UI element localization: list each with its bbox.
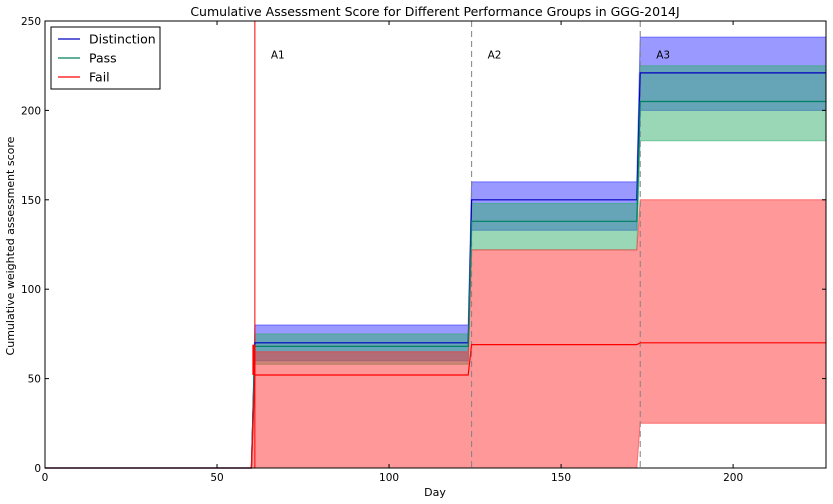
legend-label-pass: Pass [89,51,117,66]
line-fail [45,342,826,469]
assessment-label-a3: A3 [656,50,670,62]
assessment-lines: A1 A2 A3 [254,21,670,468]
x-tick-label: 50 [210,472,223,484]
x-axis: 0 50 100 150 200 [42,21,743,484]
y-tick-label: 0 [34,463,41,475]
x-axis-label: Day [424,486,446,499]
x-tick-label: 0 [42,472,49,484]
chart-title: Cumulative Assessment Score for Differen… [190,4,679,19]
y-tick-label: 100 [21,284,41,296]
legend-label-distinction: Distinction [89,32,156,47]
y-axis-label: Cumulative weighted assessment score [4,136,17,355]
y-tick-label: 250 [21,16,41,28]
legend: Distinction Pass Fail [50,26,161,90]
assessment-label-a1: A1 [271,50,285,62]
y-tick-label: 50 [28,374,41,386]
series-lines [45,72,826,469]
plot-frame [44,20,827,469]
assessment-label-a2: A2 [488,50,502,62]
x-tick-label: 100 [379,472,399,484]
y-axis: 0 50 100 150 200 250 [21,16,826,475]
x-tick-label: 150 [551,472,571,484]
y-tick-label: 200 [21,105,41,117]
y-tick-label: 150 [21,195,41,207]
x-tick-label: 200 [723,472,743,484]
legend-label-fail: Fail [89,70,110,85]
